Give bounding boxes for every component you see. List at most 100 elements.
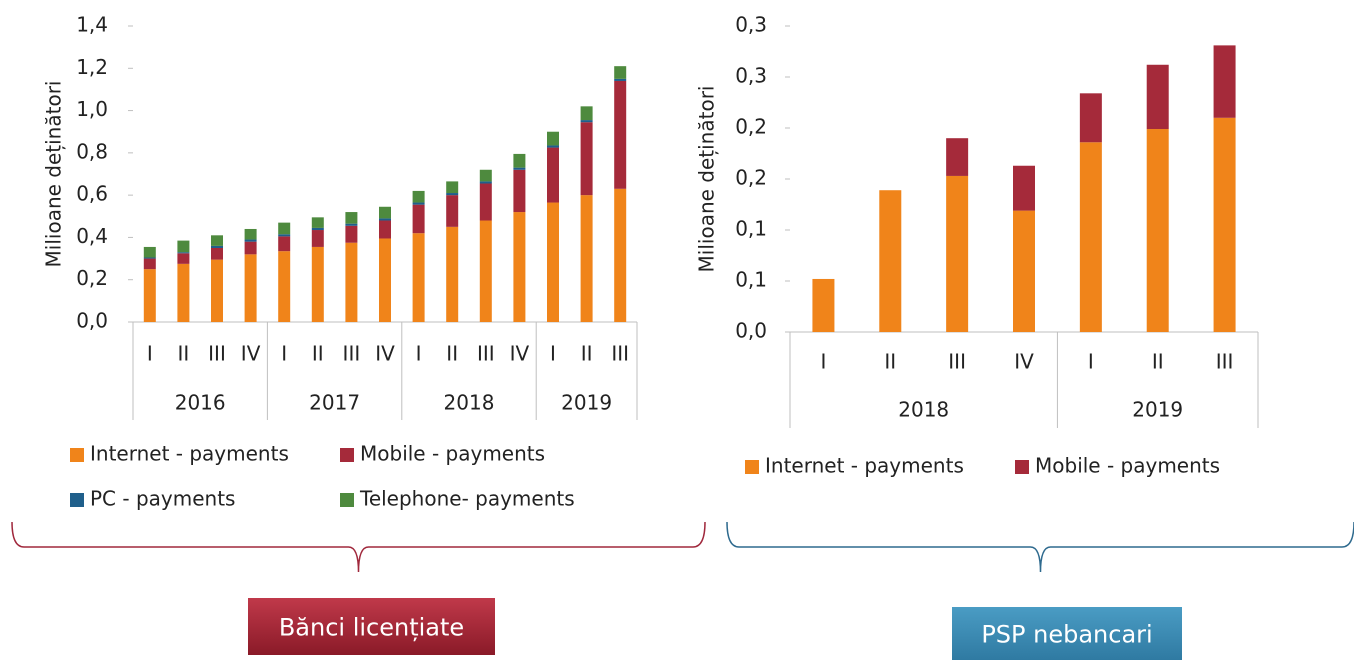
- bar-segment: [278, 222, 291, 235]
- bar-segment: [547, 147, 559, 203]
- bar-segment: [479, 181, 492, 184]
- bar-segment: [446, 226, 459, 322]
- bar-segment: [580, 120, 593, 123]
- y-tick-label: 0,1: [735, 268, 767, 292]
- bar-segment: [580, 195, 593, 322]
- bar-segment: [1146, 129, 1169, 332]
- bar-segment: [1013, 210, 1035, 332]
- bar-segment: [345, 223, 358, 226]
- bar-segment: [278, 234, 291, 237]
- x-tick-label: II: [446, 342, 458, 366]
- bar-segment: [412, 190, 425, 203]
- bar-segment: [1146, 64, 1169, 130]
- y-tick-label: 0,8: [76, 139, 108, 163]
- y-tick-label: 0,3: [735, 13, 767, 37]
- bar-segment: [412, 202, 425, 205]
- bar-segment: [614, 188, 627, 322]
- bar-segment: [946, 138, 969, 176]
- bar-segment: [278, 251, 291, 322]
- bar-segment: [379, 218, 391, 221]
- bar-segment: [244, 254, 257, 322]
- bar-segment: [211, 235, 223, 246]
- x-tick-label: III: [208, 342, 226, 366]
- bar-segment: [143, 258, 156, 270]
- bar-segment: [177, 263, 190, 322]
- bar-segment: [379, 220, 391, 239]
- x-tick-label: III: [1216, 350, 1234, 374]
- x-tick-label: IV: [1014, 350, 1034, 374]
- x-tick-label: II: [178, 342, 190, 366]
- bar-segment: [278, 236, 291, 252]
- x-tick-label: IV: [375, 342, 395, 366]
- y-tick-label: 0,2: [735, 115, 767, 139]
- group-label: 2019: [561, 391, 612, 415]
- bar-segment: [479, 183, 492, 221]
- bar-segment: [412, 204, 425, 234]
- y-axis-label: Milioane deținători: [42, 81, 66, 268]
- x-tick-label: II: [884, 350, 896, 374]
- bar-segment: [812, 278, 835, 332]
- bar-segment: [345, 212, 358, 224]
- legend-label: Internet - payments: [765, 454, 964, 478]
- bar-segment: [379, 238, 391, 322]
- y-tick-label: 0,2: [76, 266, 108, 290]
- x-tick-label: IV: [510, 342, 530, 366]
- bar-segment: [1079, 142, 1102, 332]
- y-tick-label: 1,4: [76, 13, 108, 37]
- bar-segment: [143, 257, 156, 259]
- section-label: Bănci licențiate: [279, 614, 464, 642]
- bar-segment: [446, 195, 459, 227]
- y-axis-label: Milioane deținători: [695, 86, 719, 273]
- x-tick-label: III: [343, 342, 361, 366]
- legend-swatch: [70, 448, 84, 462]
- y-tick-label: 0,0: [735, 319, 767, 343]
- x-tick-label: IV: [241, 342, 261, 366]
- bar-segment: [946, 175, 969, 332]
- bar-segment: [446, 193, 459, 196]
- brace: [726, 521, 1354, 573]
- bar-segment: [580, 122, 593, 196]
- bar-segment: [513, 153, 526, 168]
- x-tick-label: I: [550, 342, 556, 366]
- section-label: PSP nebancari: [981, 621, 1152, 649]
- group-label: 2016: [175, 391, 226, 415]
- x-tick-label: III: [948, 350, 966, 374]
- bar-segment: [879, 190, 902, 332]
- y-tick-label: 0,2: [735, 166, 767, 190]
- legend-label: PC - payments: [90, 487, 235, 511]
- bar-segment: [345, 242, 358, 322]
- bar-segment: [547, 145, 559, 148]
- legend-label: Telephone- payments: [359, 487, 575, 511]
- legend-label: Internet - payments: [90, 442, 289, 466]
- x-tick-label: II: [1152, 350, 1164, 374]
- bar-segment: [177, 252, 190, 254]
- bar-segment: [446, 181, 459, 194]
- x-tick-label: II: [312, 342, 324, 366]
- y-tick-label: 0,0: [76, 309, 108, 333]
- bar-segment: [311, 246, 324, 322]
- bar-segment: [177, 240, 190, 253]
- bar-segment: [177, 253, 190, 264]
- bar-segment: [547, 131, 559, 146]
- x-tick-label: I: [147, 342, 153, 366]
- bar-segment: [244, 228, 257, 240]
- brace: [11, 521, 706, 573]
- group-label: 2018: [444, 391, 495, 415]
- y-tick-label: 0,3: [735, 64, 767, 88]
- bar-segment: [311, 227, 324, 231]
- y-tick-label: 0,6: [76, 182, 108, 206]
- x-tick-label: I: [1088, 350, 1094, 374]
- legend-swatch: [340, 493, 354, 507]
- bar-segment: [211, 259, 223, 322]
- bar-segment: [244, 241, 257, 255]
- bar-segment: [1079, 93, 1102, 143]
- bar-segment: [211, 248, 223, 260]
- bar-segment: [513, 167, 526, 170]
- bar-segment: [412, 233, 425, 322]
- group-label: 2019: [1132, 398, 1183, 422]
- bar-segment: [311, 230, 324, 247]
- section-box: [248, 598, 495, 655]
- bar-segment: [211, 245, 223, 248]
- x-tick-label: III: [477, 342, 495, 366]
- x-tick-label: I: [416, 342, 422, 366]
